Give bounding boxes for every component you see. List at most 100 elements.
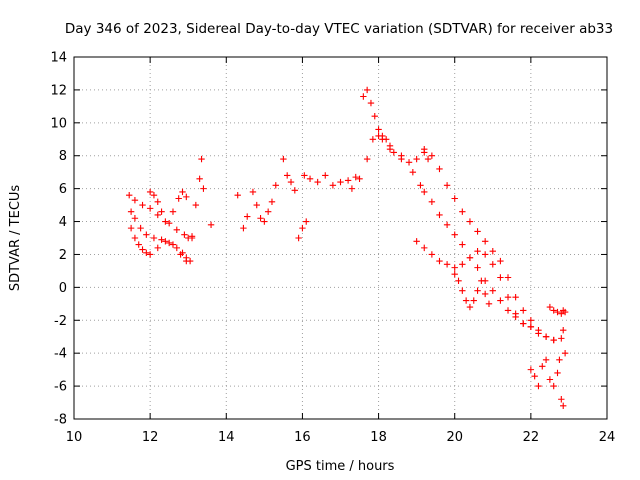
- data-point-track-j: [466, 303, 474, 311]
- x-tick-label: 20: [446, 430, 463, 445]
- data-point-track-g: [474, 264, 481, 271]
- data-point-track-d: [154, 198, 161, 205]
- data-point-track-a: [139, 201, 146, 209]
- data-point-track-e: [257, 215, 264, 222]
- data-point-track-d: [150, 192, 158, 199]
- data-point-track-j: [474, 287, 481, 294]
- data-point-track-f: [424, 155, 432, 163]
- data-point-track-j: [481, 290, 489, 298]
- data-point-track-a: [154, 211, 161, 219]
- y-tick-label: 2: [59, 248, 67, 263]
- data-point-track-h: [497, 257, 504, 265]
- data-point-track-c: [135, 241, 142, 248]
- data-point-track-g: [409, 168, 417, 176]
- y-tick-label: -2: [54, 314, 67, 329]
- data-point-track-l: [554, 308, 561, 316]
- chart-title: Day 346 of 2023, Sidereal Day-to-day VTE…: [65, 21, 613, 37]
- data-point-track-e: [295, 234, 302, 242]
- data-point-track-b: [158, 236, 165, 243]
- data-point-track-h: [520, 307, 527, 314]
- data-point-track-d: [146, 188, 154, 196]
- data-point-track-k: [554, 369, 561, 377]
- data-point-track-e: [240, 224, 247, 232]
- data-point-track-k: [535, 382, 542, 390]
- x-axis-label: GPS time / hours: [286, 459, 395, 474]
- data-point-track-g: [436, 211, 443, 219]
- x-tick-label: 24: [599, 430, 616, 445]
- data-point-track-k: [542, 356, 550, 363]
- data-point-track-k: [546, 376, 554, 383]
- y-tick-label: 10: [50, 116, 67, 131]
- data-point-track-g: [386, 145, 394, 153]
- data-point-track-g: [363, 155, 371, 163]
- data-point-track-h: [535, 326, 542, 334]
- data-point-track-f: [344, 177, 352, 184]
- data-point-track-i: [489, 261, 496, 268]
- data-point-track-d: [165, 219, 173, 227]
- x-tick-label: 10: [66, 430, 83, 445]
- data-point-track-d: [158, 208, 165, 215]
- data-point-track-c: [139, 246, 146, 253]
- data-point-track-h: [550, 336, 557, 344]
- data-point-track-j: [470, 297, 477, 304]
- data-point-track-g: [451, 231, 458, 238]
- data-point-track-h: [421, 145, 428, 153]
- data-point-track-h: [504, 274, 512, 281]
- plot-frame: [73, 56, 608, 420]
- data-point-track-g: [428, 198, 436, 205]
- data-point-track-c: [196, 175, 203, 182]
- data-point-track-a: [183, 193, 190, 201]
- data-point-track-i: [421, 244, 428, 252]
- y-tick-label: 8: [59, 149, 67, 164]
- data-point-track-f: [390, 149, 397, 156]
- data-point-track-b: [150, 234, 158, 242]
- data-point-track-e: [284, 172, 291, 179]
- x-tick-label: 14: [218, 430, 235, 445]
- data-point-track-c: [192, 201, 200, 209]
- data-point-track-g: [489, 287, 496, 294]
- data-point-track-i: [497, 274, 504, 281]
- data-point-track-j: [459, 287, 466, 294]
- data-point-track-e: [200, 185, 207, 192]
- data-point-track-e: [268, 198, 276, 205]
- y-tick-label: 14: [50, 51, 67, 66]
- data-point-track-j: [485, 300, 493, 308]
- data-point-track-f: [306, 175, 314, 182]
- data-point-track-c: [162, 238, 169, 245]
- x-tick-label: 16: [294, 430, 311, 445]
- data-point-track-f: [360, 93, 367, 100]
- data-point-track-k: [561, 349, 569, 357]
- y-axis-label: SDTVAR / TECUs: [8, 185, 23, 292]
- data-point-track-e: [253, 201, 260, 209]
- data-point-track-f: [375, 126, 382, 133]
- data-point-track-h: [451, 195, 458, 202]
- data-point-track-b: [173, 244, 180, 252]
- data-point-track-i: [436, 257, 443, 265]
- data-point-track-a: [131, 196, 139, 204]
- data-point-track-e: [287, 178, 295, 186]
- y-tick-label: -6: [54, 380, 67, 395]
- data-point-track-h: [428, 152, 436, 159]
- data-point-track-i: [459, 261, 466, 268]
- data-point-track-c: [198, 155, 205, 163]
- data-point-track-h: [560, 326, 567, 334]
- data-point-track-g: [379, 136, 386, 143]
- data-point-track-f: [367, 99, 375, 107]
- data-point-track-g: [443, 221, 451, 229]
- data-point-track-e: [291, 187, 299, 194]
- data-point-track-j: [462, 297, 470, 304]
- data-point-track-k: [539, 363, 546, 370]
- data-point-track-e: [264, 208, 272, 215]
- data-point-track-b: [165, 239, 173, 247]
- data-point-track-d: [185, 234, 192, 242]
- data-point-track-f: [352, 173, 359, 181]
- data-point-track-h: [474, 228, 481, 235]
- data-point-track-i: [443, 261, 451, 268]
- data-point-track-d: [173, 226, 180, 233]
- data-point-track-g: [369, 136, 377, 143]
- data-point-track-i: [413, 238, 420, 245]
- data-point-track-k: [550, 382, 557, 390]
- data-point-track-l: [546, 303, 554, 311]
- data-point-track-a: [146, 205, 154, 212]
- data-point-track-j: [451, 271, 458, 278]
